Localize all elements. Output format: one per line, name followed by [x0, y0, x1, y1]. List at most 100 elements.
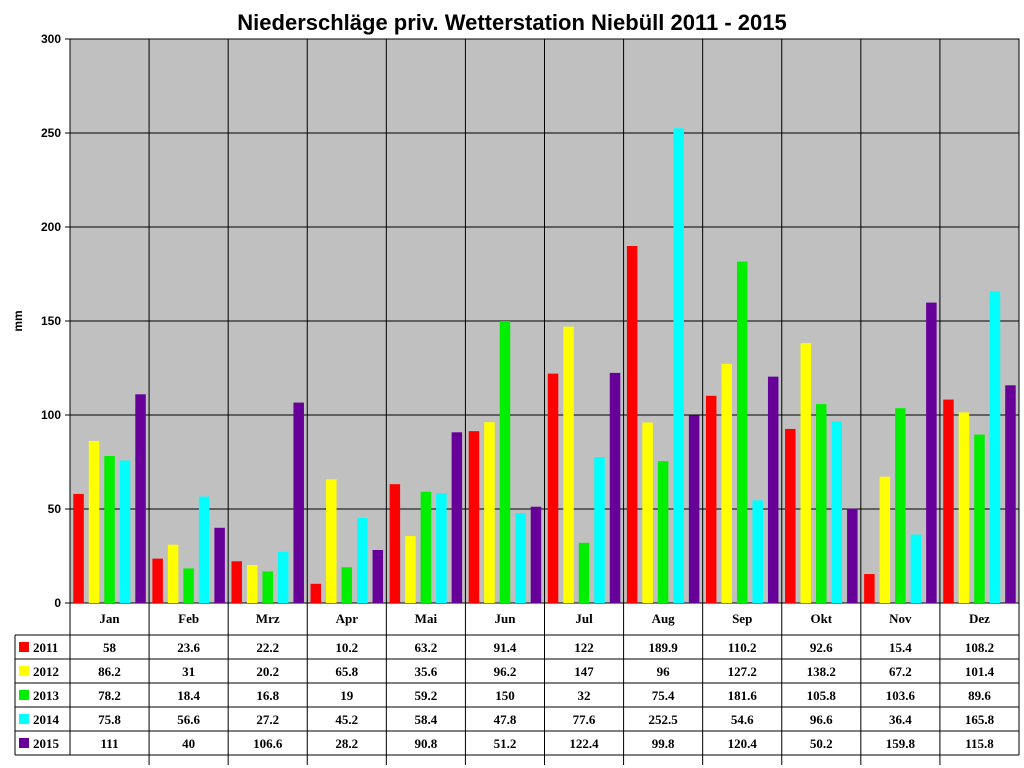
legend-swatch-2014 — [19, 714, 29, 724]
bar-2014-Jun — [515, 513, 526, 603]
data-label: 32 — [578, 688, 591, 703]
data-label: 31 — [182, 664, 195, 679]
category-label: Sep — [732, 611, 752, 626]
legend-swatch-2015 — [19, 738, 29, 748]
y-tick-label: 50 — [48, 502, 62, 516]
bar-2011-Okt — [785, 428, 796, 603]
data-label: 89.6 — [968, 688, 991, 703]
bar-2015-Jun — [530, 506, 542, 603]
category-label: Okt — [810, 611, 832, 626]
bar-2012-Nov — [879, 476, 891, 603]
category-label: Apr — [336, 611, 359, 626]
data-label: 147 — [574, 664, 594, 679]
bar-2014-Mai — [436, 493, 447, 603]
bar-2012-Mai — [405, 536, 416, 603]
data-label: 23.6 — [177, 640, 200, 655]
legend-swatch-2011 — [19, 642, 29, 652]
y-tick-label: 200 — [41, 220, 61, 234]
data-label: 54.6 — [731, 712, 754, 727]
bar-2015-Nov — [926, 302, 937, 603]
bar-2013-Aug — [657, 461, 669, 603]
data-label: 75.8 — [98, 712, 121, 727]
legend-label-2013: 2013 — [33, 688, 60, 703]
bar-2015-Feb — [214, 527, 225, 603]
data-label: 127.2 — [728, 664, 757, 679]
data-label: 106.6 — [253, 736, 283, 751]
data-label: 96 — [657, 664, 671, 679]
legend-swatch-2012 — [19, 666, 29, 676]
legend-label-2012: 2012 — [33, 664, 59, 679]
bar-2013-Sep — [736, 261, 748, 603]
chart-title: Niederschläge priv. Wetterstation Niebül… — [237, 10, 787, 35]
bar-2015-Mai — [451, 432, 463, 603]
data-label: 111 — [101, 736, 119, 751]
bar-2014-Okt — [831, 421, 843, 603]
data-label: 19 — [340, 688, 354, 703]
bar-2011-Mai — [389, 484, 401, 603]
category-label: Jul — [575, 611, 593, 626]
data-label: 78.2 — [98, 688, 121, 703]
y-tick-label: 150 — [41, 314, 61, 328]
data-label: 159.8 — [886, 736, 916, 751]
data-label: 22.2 — [256, 640, 279, 655]
legend-label-2015: 2015 — [33, 736, 60, 751]
category-label: Mai — [415, 611, 438, 626]
data-label: 35.6 — [415, 664, 438, 679]
bar-2012-Jan — [88, 440, 100, 603]
y-tick-label: 250 — [41, 126, 61, 140]
bar-2015-Jan — [135, 394, 146, 603]
bar-2014-Feb — [198, 496, 210, 603]
data-label: 50.2 — [810, 736, 833, 751]
data-label: 120.4 — [728, 736, 758, 751]
bar-2011-Jan — [73, 493, 84, 603]
data-label: 15.4 — [889, 640, 912, 655]
bar-2015-Mrz — [293, 402, 304, 603]
bar-2012-Sep — [721, 363, 732, 603]
data-label: 20.2 — [256, 664, 279, 679]
bar-2012-Jul — [563, 326, 574, 603]
bar-2011-Feb — [152, 558, 163, 603]
bar-2013-Nov — [895, 408, 906, 603]
data-label: 36.4 — [889, 712, 912, 727]
data-label: 65.8 — [335, 664, 358, 679]
bar-2015-Sep — [767, 376, 779, 603]
data-label: 105.8 — [807, 688, 837, 703]
bar-2015-Aug — [688, 415, 700, 603]
data-label: 96.6 — [810, 712, 833, 727]
data-label: 96.2 — [494, 664, 517, 679]
data-label: 40 — [182, 736, 195, 751]
data-label: 99.8 — [652, 736, 675, 751]
legend-label-2011: 2011 — [33, 640, 58, 655]
data-label: 91.4 — [494, 640, 517, 655]
bar-2014-Apr — [357, 518, 368, 603]
data-label: 108.2 — [965, 640, 994, 655]
bar-2013-Jul — [578, 542, 590, 603]
category-label: Mrz — [256, 611, 280, 626]
bar-2011-Sep — [705, 395, 717, 603]
category-label: Dez — [969, 611, 990, 626]
bar-2012-Dez — [958, 412, 970, 603]
bar-2011-Nov — [864, 574, 875, 603]
bar-2011-Dez — [943, 399, 954, 603]
data-label: 27.2 — [256, 712, 279, 727]
data-label: 56.6 — [177, 712, 200, 727]
data-label: 28.2 — [335, 736, 358, 751]
bar-2014-Nov — [910, 534, 922, 603]
data-label: 18.4 — [177, 688, 200, 703]
bar-2013-Dez — [974, 434, 985, 603]
data-label: 110.2 — [728, 640, 757, 655]
bar-2014-Sep — [752, 500, 763, 603]
category-label: Feb — [178, 611, 199, 626]
bar-2013-Mrz — [262, 571, 273, 603]
bar-2011-Jul — [547, 373, 559, 603]
data-label: 189.9 — [649, 640, 679, 655]
bar-2013-Apr — [341, 567, 353, 603]
data-label: 47.8 — [494, 712, 517, 727]
category-label: Aug — [652, 611, 676, 626]
y-tick-label: 100 — [41, 408, 61, 422]
data-label: 51.2 — [494, 736, 517, 751]
bar-2013-Feb — [183, 568, 194, 603]
data-label: 92.6 — [810, 640, 833, 655]
bar-2014-Jan — [119, 460, 131, 603]
